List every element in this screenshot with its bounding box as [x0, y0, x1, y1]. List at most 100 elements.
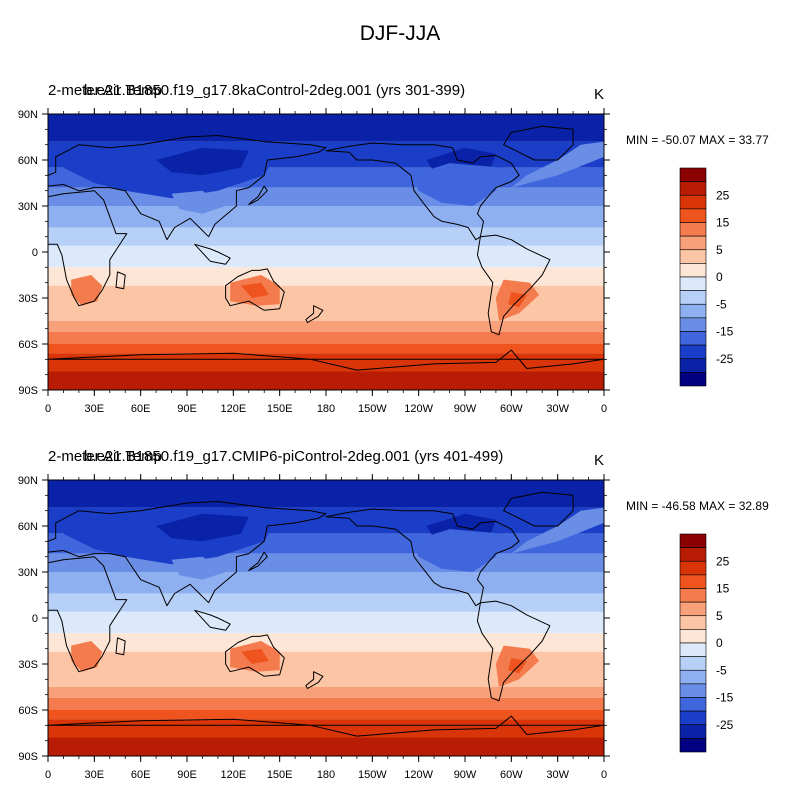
colorbar-label: 15	[716, 582, 730, 596]
colorbar-label: 5	[716, 243, 723, 257]
x-tick-label: 90W	[454, 403, 477, 415]
colorbar-swatch	[679, 588, 707, 603]
y-tick-label: 90S	[18, 751, 38, 763]
x-tick-label: 30W	[546, 403, 569, 415]
colorbar-swatch	[679, 642, 707, 657]
y-tick-label: 30S	[18, 293, 38, 305]
y-tick-label: 60S	[18, 705, 38, 717]
colorbar-label: 15	[716, 216, 730, 230]
coastlines	[48, 125, 604, 371]
y-tick-label: 60S	[18, 339, 38, 351]
x-tick-label: 60W	[500, 769, 523, 781]
panel-1-minmax: MIN = -50.07 MAX = 33.77	[626, 133, 769, 147]
colorbar-swatch	[679, 629, 707, 644]
x-tick-label: 120E	[220, 403, 246, 415]
colorbar-swatch	[679, 656, 707, 671]
colorbar-swatch	[679, 683, 707, 698]
y-tick-label: 60N	[18, 155, 38, 167]
panel-2-map: 0 30E 60E 90E 120E 150E 180 150W 120W 90W 60W 30W 09…	[18, 474, 610, 781]
x-tick-label: 30E	[85, 769, 105, 781]
x-tick-label: 90W	[454, 769, 477, 781]
x-tick-label: 150E	[267, 769, 293, 781]
panel-1-map: 0 30E 60E 90E 120E 150E 180 150W 120W 90W 60W 30W 09…	[18, 108, 610, 415]
panel-2-units: K	[594, 452, 605, 469]
figure-title: DJF-JJA	[359, 22, 441, 45]
colorbar-swatch	[679, 697, 707, 712]
x-tick-label: 60W	[500, 403, 523, 415]
x-tick-label: 90E	[177, 403, 197, 415]
colorbar-swatch	[679, 372, 707, 387]
panel-1-colorbar: 25 15 5 0 -5 -15 -25	[679, 167, 734, 387]
colorbar-label: -15	[716, 691, 734, 705]
x-tick-label: 0	[601, 769, 607, 781]
colorbar-swatch	[679, 669, 707, 685]
colorbar-label: 0	[716, 636, 723, 650]
x-tick-label: 0	[45, 769, 51, 781]
coastlines	[48, 491, 604, 737]
colorbar-swatch	[679, 331, 707, 346]
colorbar-swatch	[679, 181, 707, 196]
x-tick-label: 0	[45, 403, 51, 415]
panel-2-minmax: MIN = -46.58 MAX = 32.89	[626, 499, 769, 513]
temperature-field	[48, 480, 604, 756]
x-tick-label: 120W	[404, 769, 433, 781]
colorbar-swatch	[679, 276, 707, 291]
colorbar-swatch	[679, 547, 707, 562]
colorbar-swatch	[679, 533, 707, 548]
x-tick-label: 150W	[358, 403, 387, 415]
x-tick-label: 180	[317, 403, 335, 415]
panel-2-title-a: 2-meter Air Temp	[48, 448, 162, 465]
temperature-field	[48, 114, 604, 390]
colorbar-swatch	[679, 249, 707, 264]
colorbar-swatch	[679, 601, 707, 617]
x-tick-label: 60E	[131, 403, 151, 415]
x-tick-label: 30W	[546, 769, 569, 781]
x-tick-label: 150E	[267, 403, 293, 415]
colorbar-swatch	[679, 738, 707, 753]
panel-1-title-a: 2-meter Air Temp	[48, 82, 162, 99]
y-tick-label: 90S	[18, 385, 38, 397]
colorbar-swatch	[679, 235, 707, 251]
colorbar-swatch	[679, 574, 707, 589]
panel-2-title-b: b.e21.B1850.f19_g17.CMIP6-piControl-2deg…	[84, 448, 504, 465]
panel-1-units: K	[594, 86, 605, 103]
colorbar-label: -5	[716, 297, 727, 311]
colorbar-swatch	[679, 290, 707, 305]
panel-1-title-b: b.e21.B1850.f19_g17.8kaControl-2deg.001 …	[84, 82, 466, 99]
colorbar-swatch	[679, 560, 707, 576]
y-tick-label: 0	[32, 613, 38, 625]
colorbar-swatch	[679, 222, 707, 237]
x-tick-label: 180	[317, 769, 335, 781]
y-tick-label: 30N	[18, 567, 38, 579]
x-tick-label: 150W	[358, 769, 387, 781]
colorbar-label: -5	[716, 663, 727, 677]
colorbar-swatch	[679, 710, 707, 726]
colorbar-swatch	[679, 344, 707, 360]
colorbar-swatch	[679, 208, 707, 223]
x-tick-label: 90E	[177, 769, 197, 781]
colorbar-swatch	[679, 724, 707, 739]
y-tick-label: 30S	[18, 659, 38, 671]
colorbar-swatch	[679, 167, 707, 182]
y-tick-label: 30N	[18, 201, 38, 213]
colorbar-swatch	[679, 263, 707, 278]
colorbar-swatch	[679, 194, 707, 210]
colorbar-swatch	[679, 358, 707, 373]
colorbar-label: 5	[716, 609, 723, 623]
colorbar-swatch	[679, 615, 707, 630]
colorbar-label: -15	[716, 325, 734, 339]
colorbar-label: 25	[716, 188, 730, 202]
colorbar-label: 0	[716, 270, 723, 284]
x-tick-label: 60E	[131, 769, 151, 781]
x-tick-label: 0	[601, 403, 607, 415]
colorbar-label: -25	[716, 718, 734, 732]
y-tick-label: 0	[32, 247, 38, 259]
colorbar-swatch	[679, 317, 707, 332]
x-tick-label: 30E	[85, 403, 105, 415]
y-tick-label: 90N	[18, 475, 38, 487]
y-tick-label: 90N	[18, 109, 38, 121]
panel-2-colorbar: 25 15 5 0 -5 -15 -25	[679, 533, 734, 753]
y-tick-label: 60N	[18, 521, 38, 533]
x-tick-label: 120W	[404, 403, 433, 415]
colorbar-label: 25	[716, 554, 730, 568]
